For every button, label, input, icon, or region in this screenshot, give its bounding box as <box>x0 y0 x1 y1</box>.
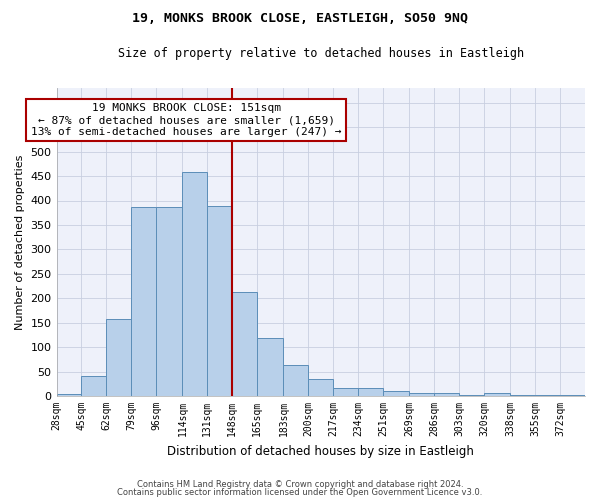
Bar <box>257 338 283 396</box>
X-axis label: Distribution of detached houses by size in Eastleigh: Distribution of detached houses by size … <box>167 444 474 458</box>
Bar <box>208 206 232 396</box>
Bar <box>182 172 208 396</box>
Y-axis label: Number of detached properties: Number of detached properties <box>15 154 25 330</box>
Bar <box>333 388 358 396</box>
Text: Contains HM Land Registry data © Crown copyright and database right 2024.: Contains HM Land Registry data © Crown c… <box>137 480 463 489</box>
Bar <box>156 208 182 396</box>
Bar <box>56 394 82 396</box>
Bar <box>106 320 131 396</box>
Bar <box>484 392 511 396</box>
Bar <box>535 395 560 396</box>
Bar <box>131 208 156 396</box>
Bar <box>434 392 459 396</box>
Bar <box>308 379 333 396</box>
Bar <box>283 366 308 396</box>
Text: Contains public sector information licensed under the Open Government Licence v3: Contains public sector information licen… <box>118 488 482 497</box>
Bar <box>560 395 585 396</box>
Bar <box>511 395 535 396</box>
Bar <box>409 392 434 396</box>
Bar <box>232 292 257 396</box>
Bar <box>459 395 484 396</box>
Bar <box>383 390 409 396</box>
Text: 19 MONKS BROOK CLOSE: 151sqm
← 87% of detached houses are smaller (1,659)
13% of: 19 MONKS BROOK CLOSE: 151sqm ← 87% of de… <box>31 104 341 136</box>
Title: Size of property relative to detached houses in Eastleigh: Size of property relative to detached ho… <box>118 48 524 60</box>
Bar <box>82 376 106 396</box>
Text: 19, MONKS BROOK CLOSE, EASTLEIGH, SO50 9NQ: 19, MONKS BROOK CLOSE, EASTLEIGH, SO50 9… <box>132 12 468 26</box>
Bar <box>358 388 383 396</box>
